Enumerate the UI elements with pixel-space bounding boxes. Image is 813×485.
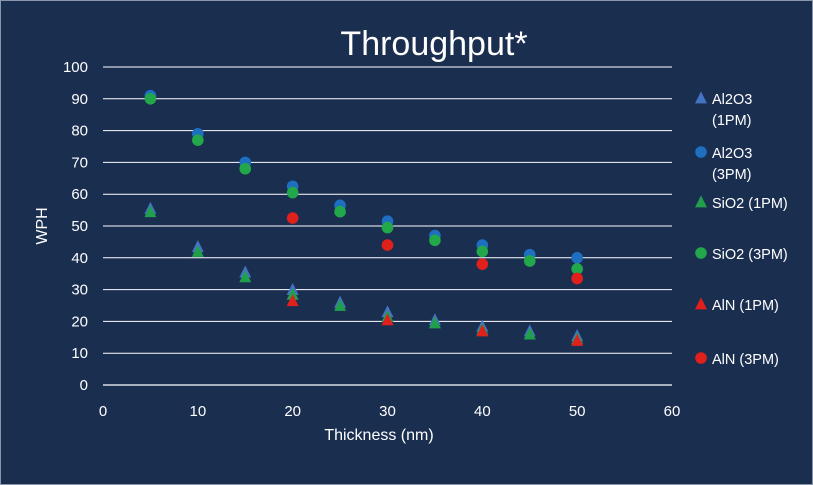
legend-marker bbox=[695, 247, 707, 259]
data-point bbox=[523, 255, 536, 267]
data-point bbox=[192, 134, 204, 146]
data-point bbox=[571, 251, 583, 264]
data-point bbox=[523, 327, 536, 340]
y-tick-label: 80 bbox=[71, 123, 88, 140]
legend-entry: AlN (3PM) bbox=[695, 352, 779, 368]
x-tick-label: 10 bbox=[189, 403, 206, 420]
x-axis-label: Thickness (nm) bbox=[324, 427, 433, 444]
legend-entry: SiO2 (3PM) bbox=[695, 247, 788, 263]
data-point bbox=[428, 316, 441, 329]
legend-label: SiO2 (3PM) bbox=[712, 247, 788, 263]
y-tick-label: 100 bbox=[63, 59, 88, 76]
series-5 bbox=[286, 212, 583, 285]
legend: Al2O3 (1PM) Al2O3 (3PM) SiO2 (1PM) SiO2 (3PM)… bbox=[695, 91, 788, 368]
legend-entry: SiO2 (1PM) bbox=[695, 195, 788, 212]
data-point bbox=[476, 245, 489, 258]
legend-label: AlN (1PM) bbox=[712, 298, 779, 314]
y-axis-ticks: 0 10 20 30 40 50 60 70 80 90 100 bbox=[63, 59, 88, 394]
legend-marker bbox=[695, 195, 707, 208]
legend-label: Al2O3 bbox=[712, 146, 752, 162]
legend-label: (1PM) bbox=[712, 113, 751, 129]
y-tick-label: 30 bbox=[71, 282, 88, 299]
series-1 bbox=[144, 89, 583, 264]
data-point bbox=[144, 93, 157, 105]
legend-entry: Al2O3 (1PM) bbox=[695, 91, 752, 129]
legend-marker bbox=[695, 146, 707, 158]
legend-label: (3PM) bbox=[712, 167, 751, 183]
y-tick-label: 10 bbox=[71, 345, 88, 362]
legend-entry: AlN (1PM) bbox=[695, 297, 779, 314]
data-point bbox=[286, 186, 299, 199]
legend-label: Al2O3 bbox=[712, 92, 752, 108]
data-point bbox=[239, 162, 252, 175]
y-tick-label: 20 bbox=[71, 313, 88, 330]
data-point bbox=[476, 324, 489, 337]
y-tick-label: 90 bbox=[71, 91, 88, 108]
y-tick-label: 70 bbox=[71, 154, 88, 171]
data-point bbox=[286, 287, 299, 300]
data-point bbox=[381, 313, 394, 326]
data-point bbox=[191, 244, 204, 257]
y-tick-label: 40 bbox=[71, 250, 88, 267]
y-axis-label: WPH bbox=[34, 207, 51, 244]
data-point bbox=[381, 239, 394, 251]
series-4 bbox=[286, 294, 584, 346]
y-tick-label: 60 bbox=[71, 186, 88, 203]
x-tick-label: 20 bbox=[284, 403, 301, 420]
x-tick-label: 60 bbox=[664, 403, 681, 420]
data-point bbox=[429, 234, 441, 247]
data-point bbox=[571, 333, 584, 346]
data-point bbox=[239, 270, 252, 283]
legend-marker bbox=[695, 91, 707, 104]
data-point bbox=[381, 221, 394, 234]
data-point bbox=[144, 205, 157, 218]
data-point bbox=[476, 258, 489, 270]
y-tick-label: 50 bbox=[71, 218, 88, 235]
series-0 bbox=[144, 201, 584, 342]
data-point bbox=[334, 205, 346, 218]
legend-label: AlN (3PM) bbox=[712, 352, 779, 368]
x-tick-label: 30 bbox=[379, 403, 396, 420]
x-tick-label: 40 bbox=[474, 403, 491, 420]
legend-entry: Al2O3 (3PM) bbox=[695, 146, 752, 183]
data-point bbox=[286, 212, 299, 224]
data-point bbox=[286, 294, 299, 307]
data-points bbox=[144, 89, 584, 346]
legend-label: SiO2 (1PM) bbox=[712, 196, 788, 212]
data-point bbox=[571, 272, 583, 285]
legend-marker bbox=[695, 297, 707, 310]
x-tick-label: 0 bbox=[99, 403, 107, 420]
chart-title: Throughput* bbox=[340, 25, 527, 63]
x-tick-label: 50 bbox=[569, 403, 586, 420]
data-point bbox=[571, 263, 583, 275]
y-tick-label: 0 bbox=[80, 377, 88, 394]
x-axis-ticks: 0 10 20 30 40 50 60 bbox=[99, 403, 681, 420]
legend-marker bbox=[695, 352, 707, 364]
data-point bbox=[334, 298, 347, 311]
series-3 bbox=[144, 93, 583, 275]
